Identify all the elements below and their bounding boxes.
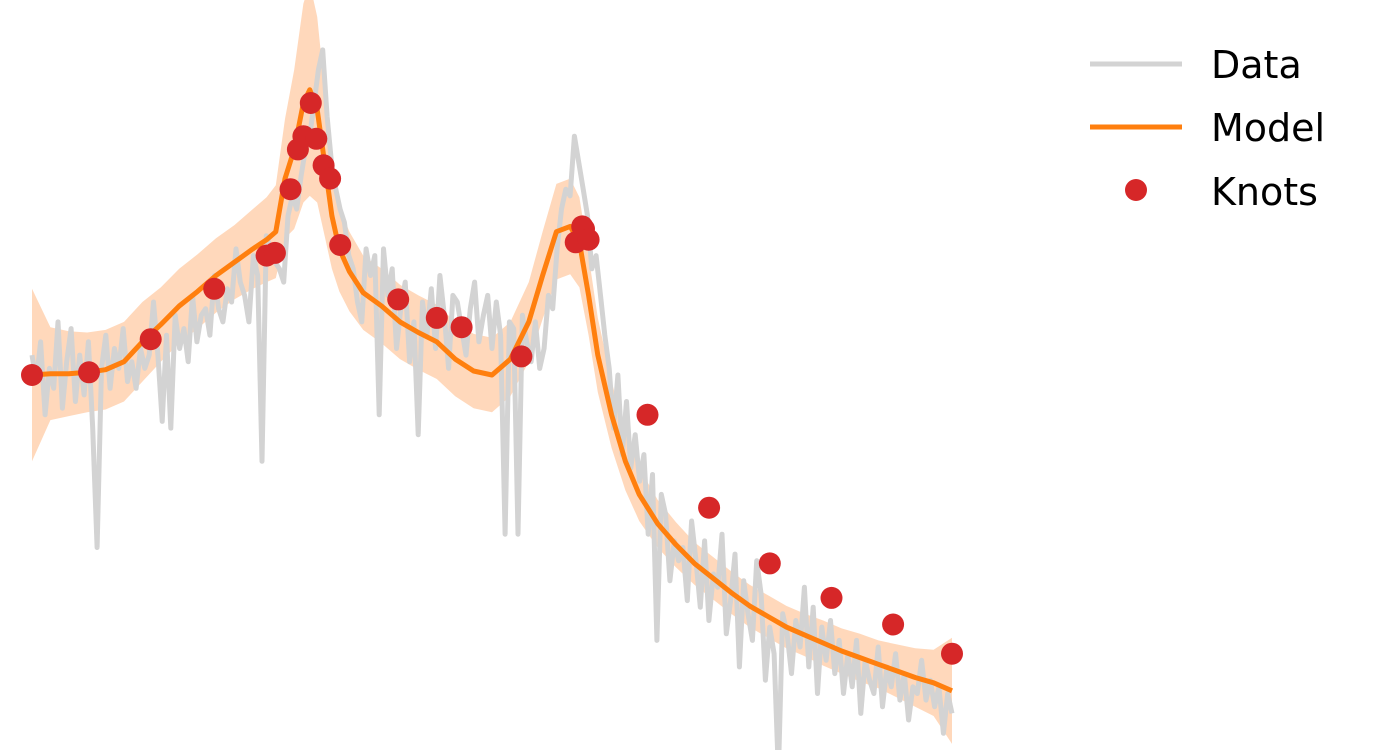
- knot-point: [305, 127, 328, 150]
- legend: Data Model Knots: [1090, 43, 1325, 214]
- knot-point: [450, 316, 473, 339]
- knot-point: [329, 234, 352, 256]
- knot-point: [139, 328, 162, 351]
- legend-label-data: Data: [1211, 43, 1302, 87]
- knot-point: [387, 288, 410, 311]
- knot-point: [78, 361, 100, 384]
- knot-point: [21, 364, 43, 386]
- knots-series: [21, 92, 963, 665]
- knot-point: [425, 306, 448, 329]
- knot-point: [279, 178, 302, 201]
- knot-point: [263, 241, 286, 264]
- knot-point: [577, 228, 600, 251]
- knot-point: [203, 277, 226, 300]
- knot-point: [299, 92, 322, 114]
- legend-label-model: Model: [1211, 106, 1325, 150]
- legend-swatch-knots: [1125, 179, 1147, 201]
- knot-point: [319, 167, 342, 190]
- knot-point: [820, 586, 843, 609]
- data-series-line: [29, 47, 955, 750]
- knot-point: [882, 613, 905, 636]
- knot-point: [510, 345, 533, 368]
- plot-area: [21, 0, 963, 750]
- legend-label-knots: Knots: [1211, 170, 1318, 214]
- knot-point: [698, 496, 721, 519]
- knot-point: [758, 552, 781, 575]
- knot-point: [636, 403, 659, 426]
- knot-point: [941, 642, 963, 665]
